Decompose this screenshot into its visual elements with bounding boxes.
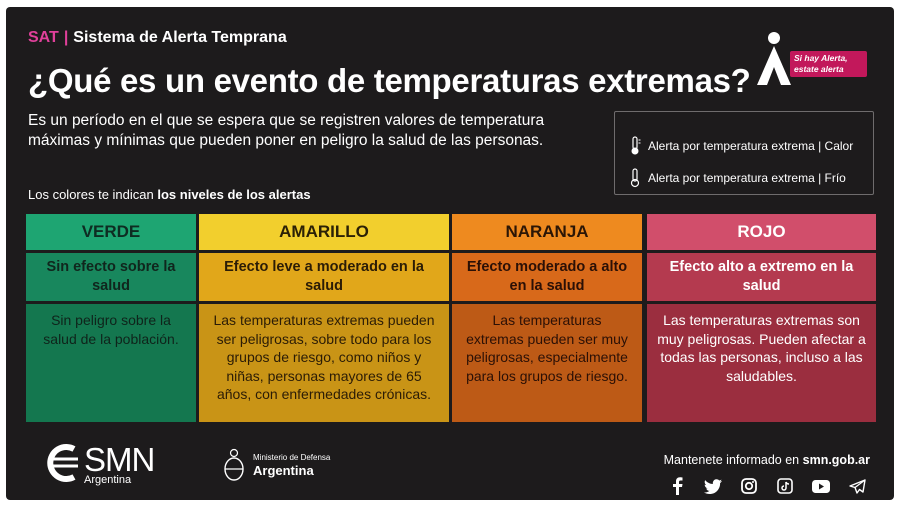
stay-informed: Mantenete informado en smn.gob.ar (664, 453, 870, 467)
level-description: Sin peligro sobre la salud de la poblaci… (26, 304, 196, 422)
level-column-rojo: ROJO Efecto alto a extremo en la salud L… (647, 214, 876, 422)
alert-tagline-line1: Si hay Alerta, (794, 53, 848, 63)
alert-tagline-line2: estate alerta (794, 64, 844, 74)
level-column-amarillo: AMARILLO Efecto leve a moderado en la sa… (199, 214, 449, 422)
level-name: AMARILLO (199, 214, 449, 250)
system-name: Sistema de Alerta Temprana (73, 29, 287, 46)
legend-heat-label: Alerta por temperatura extrema | Calor (648, 139, 854, 153)
levels-note-bold: los niveles de los alertas (157, 187, 311, 202)
level-effect: Sin efecto sobre la salud (26, 253, 196, 301)
sat-header: SAT | Sistema de Alerta Temprana (28, 29, 287, 47)
youtube-icon[interactable] (812, 477, 830, 495)
legend-item-cold: Alerta por temperatura extrema | Frío (629, 168, 846, 188)
stay-informed-prefix: Mantenete informado en (663, 453, 800, 467)
level-effect: Efecto moderado a alto en la salud (452, 253, 642, 301)
infographic-card: SAT | Sistema de Alerta Temprana ¿Qué es u… (6, 7, 894, 500)
instagram-icon[interactable] (740, 477, 758, 495)
page-title: ¿Qué es un evento de temperaturas extrem… (28, 62, 751, 99)
level-effect: Efecto alto a extremo en la salud (647, 253, 876, 301)
level-column-verde: VERDE Sin efecto sobre la salud Sin peli… (26, 214, 196, 422)
level-name: ROJO (647, 214, 876, 250)
level-description: Las temperaturas extremas pueden ser pel… (199, 304, 449, 422)
telegram-icon[interactable] (848, 477, 866, 495)
ministry-text: Ministerio de Defensa Argentina (253, 452, 330, 478)
levels-note: Los colores te indican los niveles de lo… (28, 187, 311, 202)
levels-note-prefix: Los colores te indican (28, 187, 154, 202)
social-links (668, 477, 866, 495)
level-effect: Efecto leve a moderado en la salud (199, 253, 449, 301)
smn-logo-icon (47, 444, 78, 482)
ministry-logo: Ministerio de Defensa Argentina (221, 447, 330, 483)
intro-text: Es un período en el que se espera que se… (28, 112, 545, 149)
alert-legend: Alerta por temperatura extrema | Calor A… (614, 111, 874, 195)
facebook-icon[interactable] (668, 477, 686, 495)
website-link[interactable]: smn.gob.ar (802, 453, 870, 467)
smn-name: SMN (84, 441, 155, 478)
level-column-naranja: NARANJA Efecto moderado a alto en la sal… (452, 214, 642, 422)
level-description: Las temperaturas extremas pueden ser muy… (452, 304, 642, 422)
ministry-line2: Argentina (253, 463, 314, 478)
twitter-icon[interactable] (704, 477, 722, 495)
smn-country: Argentina (84, 474, 132, 486)
alert-logo-icon (757, 32, 791, 85)
alert-tagline: Si hay Alerta, estate alerta (790, 51, 867, 77)
level-name: NARANJA (452, 214, 642, 250)
tiktok-icon[interactable] (776, 477, 794, 495)
sat-acronym: SAT (28, 29, 59, 46)
coat-of-arms-icon (224, 448, 244, 481)
legend-cold-label: Alerta por temperatura extrema | Frío (648, 171, 846, 185)
ministry-line1: Ministerio de Defensa (253, 453, 331, 462)
level-name: VERDE (26, 214, 196, 250)
sat-separator: | (63, 29, 69, 46)
legend-item-heat: Alerta por temperatura extrema | Calor (629, 136, 853, 156)
level-description: Las temperaturas extremas son muy peligr… (647, 304, 876, 422)
thermometer-cold-icon (630, 168, 640, 188)
thermometer-hot-icon (631, 136, 641, 155)
